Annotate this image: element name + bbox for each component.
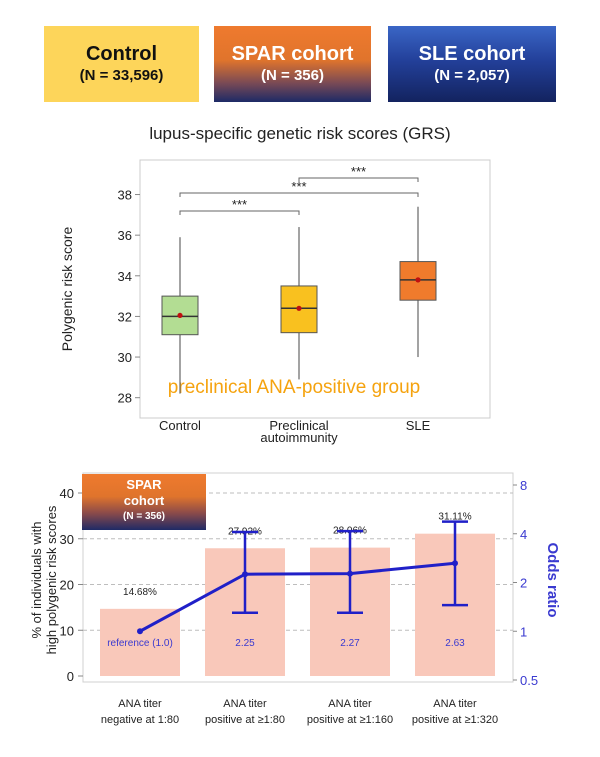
boxplot-x-tick-label: autoimmunity xyxy=(260,430,338,445)
significance-bracket xyxy=(179,210,300,215)
bar-chart-y-axis-label-line1: % of individuals with xyxy=(29,521,44,638)
boxplot-annotation: preclinical ANA-positive group xyxy=(168,377,420,398)
boxplot-y-tick-label: 28 xyxy=(118,391,132,406)
significance-label: *** xyxy=(291,179,306,194)
spar-cohort-legend: SPAR cohort (N = 356) xyxy=(82,474,206,530)
boxplot-x-tick-label: Control xyxy=(159,418,201,433)
significance-bracket xyxy=(298,177,419,182)
percent-bar xyxy=(100,608,180,676)
odds-ratio-line xyxy=(139,561,456,633)
legend-line-1: SPAR xyxy=(126,477,162,492)
significance-label: *** xyxy=(232,197,247,212)
bar-chart-y-tick-label: 40 xyxy=(60,486,74,501)
bar-chart-x-tick-label: positive at ≥1:80 xyxy=(205,714,285,726)
odds-ratio-value-label: reference (1.0) xyxy=(107,638,173,649)
control-cohort-n: (N = 33,596) xyxy=(79,67,164,84)
bar-chart-x-tick-label: ANA titer xyxy=(223,698,267,710)
bar-chart-x-tick-label: ANA titer xyxy=(328,698,372,710)
odds-ratio-point xyxy=(242,571,248,578)
legend-line-2: cohort xyxy=(123,493,165,508)
bar-chart-x-tick-label: positive at ≥1:160 xyxy=(307,714,393,726)
bar-chart-y-tick-label: 10 xyxy=(60,623,74,638)
spar-cohort-name: SPAR cohort xyxy=(231,43,354,65)
odds-ratio-point xyxy=(452,560,458,567)
odds-ratio-axis-label: Odds ratio xyxy=(544,542,561,617)
odds-ratio-value-label: 2.63 xyxy=(445,638,465,649)
legend-line-3: (N = 356) xyxy=(123,511,165,522)
bar-chart-y-tick-label: 0 xyxy=(67,669,74,684)
bar-chart-x-tick-label: ANA titer xyxy=(118,698,162,710)
odds-ratio-tick-label: 2 xyxy=(520,576,527,591)
boxplot-mean-point xyxy=(177,312,183,319)
boxplot-y-axis-label: Polygenic risk score xyxy=(59,227,75,352)
boxplot-title: lupus-specific genetic risk scores (GRS) xyxy=(149,124,450,143)
boxplot-mean-point xyxy=(415,277,421,283)
odds-ratio-tick-label: 4 xyxy=(520,527,527,542)
bar-chart-y-tick-label: 20 xyxy=(60,578,74,593)
odds-ratio-point xyxy=(347,570,353,577)
sle-cohort-n: (N = 2,057) xyxy=(434,67,510,84)
bar-chart-y-axis-label-line2: high polygenic risk scores xyxy=(44,505,59,654)
bar-chart-x-tick-label: negative at 1:80 xyxy=(101,714,179,726)
percent-bar-label: 31.11% xyxy=(438,512,471,523)
boxplot-x-tick-label: Preclinical xyxy=(269,418,328,433)
significance-bracket xyxy=(179,192,419,197)
control-cohort-name: Control xyxy=(85,43,158,65)
boxplot-y-tick-label: 38 xyxy=(118,188,132,203)
boxplot-y-tick-label: 30 xyxy=(118,350,132,365)
odds-ratio-tick-label: 0.5 xyxy=(520,673,538,688)
odds-ratio-tick-label: 1 xyxy=(520,624,527,639)
boxplot-y-tick-label: 34 xyxy=(118,269,132,284)
bar-chart-y-tick-label: 30 xyxy=(60,532,74,547)
control-cohort-box: Control (N = 33,596) xyxy=(44,26,199,102)
percent-bar-label: 14.68% xyxy=(123,587,157,598)
boxplot-x-tick-label: SLE xyxy=(406,418,431,433)
bar-chart-x-tick-label: positive at ≥1:320 xyxy=(412,714,498,726)
boxplot-box xyxy=(399,261,437,301)
boxplot-mean-point xyxy=(296,305,302,311)
odds-ratio-tick-label: 8 xyxy=(520,478,527,493)
spar-cohort-n: (N = 356) xyxy=(261,67,324,84)
odds-ratio-point xyxy=(137,628,143,635)
sle-cohort-name: SLE cohort xyxy=(418,43,526,65)
grs-boxplot-chart: lupus-specific genetic risk scores (GRS)… xyxy=(59,124,491,445)
significance-label: *** xyxy=(351,164,366,179)
spar-cohort-box: SPAR cohort (N = 356) xyxy=(214,26,371,102)
bar-chart-x-tick-label: ANA titer xyxy=(433,698,477,710)
odds-ratio-value-label: 2.27 xyxy=(340,638,360,649)
boxplot-y-tick-label: 36 xyxy=(118,228,132,243)
boxplot-y-tick-label: 32 xyxy=(118,309,132,324)
sle-cohort-box: SLE cohort (N = 2,057) xyxy=(388,26,556,102)
odds-ratio-value-label: 2.25 xyxy=(235,638,255,649)
